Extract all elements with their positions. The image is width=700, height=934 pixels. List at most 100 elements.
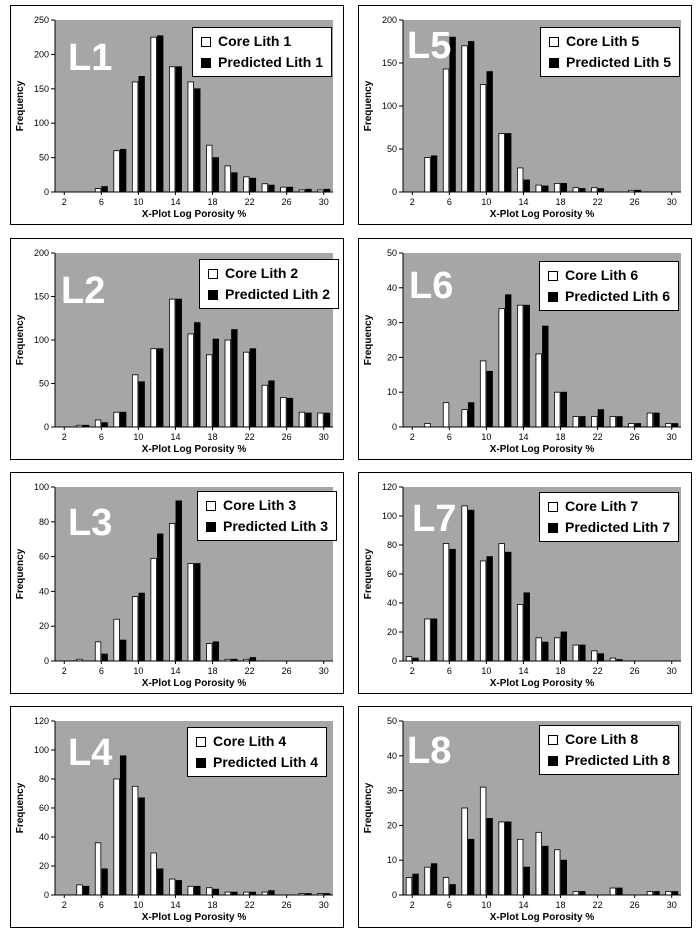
bar-core [298,411,306,428]
bar-predicted [305,412,312,428]
x-tick-label: 26 [630,197,640,207]
legend-swatch-predicted [548,755,558,766]
bar-predicted [157,348,164,428]
bar-predicted [157,868,164,896]
y-axis-label: Frequency [15,80,26,131]
legend: Core Lith 6 Predicted Lith 6 [539,261,680,311]
bar-core [243,351,250,428]
x-tick-label: 2 [62,900,67,910]
bar-core [554,637,561,662]
y-tick-label: 100 [34,482,49,492]
x-tick-label: 10 [481,432,491,442]
bar-predicted [542,641,549,662]
bar-predicted [542,185,549,193]
bar-core [94,842,102,896]
bar-predicted [101,868,108,896]
bar-core [405,656,413,662]
bar-predicted [101,653,108,662]
y-tick-label: 20 [39,621,49,631]
bar-predicted [560,182,567,193]
bar-core [591,650,598,662]
y-tick-label: 10 [387,855,397,865]
bar-predicted [119,411,127,428]
legend-label-core: Core Lith 7 [565,498,639,514]
bar-core [113,618,120,662]
histogram-panel-l6: 0 10 20 30 40 50 2 6 10 14 18 22 26 30 X-Plot Log Poro… [358,238,692,460]
bar-predicted [653,412,660,428]
x-tick-label: 10 [133,666,143,676]
bar-core [187,81,194,193]
x-tick-label: 30 [667,197,677,207]
bar-core [535,831,542,896]
histogram-panel-l4: 0 20 40 60 80 100 120 2 6 10 14 18 22 26 30 X-Plot Log … [10,706,344,928]
bar-core [206,643,213,662]
y-tick-label: 0 [44,422,49,432]
bar-core [150,348,157,428]
bar-predicted [175,66,182,193]
bar-predicted [157,533,164,662]
x-tick-label: 30 [319,197,329,207]
x-tick-label: 22 [593,666,603,676]
x-tick-label: 30 [319,666,329,676]
bar-core [187,563,194,662]
panel-label: L4 [68,732,113,774]
bar-core [442,877,450,896]
panel-label: L7 [412,498,457,540]
bar-predicted [616,416,623,428]
x-tick-label: 18 [556,432,566,442]
bar-predicted [449,548,456,662]
x-tick-label: 6 [99,432,104,442]
bar-predicted [138,381,145,428]
bar-core [498,308,505,428]
legend-label-predicted: Predicted Lith 5 [566,54,672,70]
bar-predicted [194,322,201,428]
bar-predicted [523,179,530,193]
legend-label-core: Core Lith 2 [225,265,299,281]
bar-predicted [467,838,475,896]
x-tick-label: 18 [556,197,566,207]
bar-predicted [467,41,475,193]
legend-label-predicted: Predicted Lith 7 [565,519,671,535]
bar-predicted [212,338,219,428]
bar-predicted [119,755,127,896]
x-tick-label: 26 [282,666,292,676]
bar-predicted [138,76,145,193]
x-tick-label: 6 [99,900,104,910]
panel-label: L2 [61,270,106,312]
x-tick-label: 18 [556,900,566,910]
x-tick-label: 22 [245,197,255,207]
legend-item-core: Core Lith 5 [549,31,671,52]
y-tick-label: 250 [34,15,49,25]
y-axis-label: Frequency [363,782,374,833]
bar-predicted [542,325,549,428]
x-tick-label: 6 [447,432,452,442]
bar-core [424,618,431,662]
y-tick-label: 0 [392,890,397,900]
bar-core [517,167,524,193]
bar-predicted [560,631,567,662]
bar-predicted [268,890,275,896]
x-tick-label: 26 [630,666,640,676]
x-tick-label: 2 [410,900,415,910]
bar-predicted [430,863,438,896]
bar-core [461,505,468,662]
legend-swatch-predicted [548,522,558,533]
legend-swatch-predicted [548,291,558,302]
bar-core [405,877,413,896]
bar-predicted [597,653,605,662]
x-axis-label: X-Plot Log Porosity % [490,444,595,455]
x-axis-label: X-Plot Log Porosity % [142,678,247,689]
bar-predicted [523,866,530,896]
legend-swatch-core [206,500,216,511]
bar-core [169,298,176,428]
bar-core [224,165,231,193]
bar-core [94,419,102,428]
bar-predicted [249,177,257,193]
bar-predicted [486,556,493,662]
panel-label: L6 [409,265,454,307]
bar-core [479,560,487,662]
y-tick-label: 100 [382,101,397,111]
legend-item-core: Core Lith 4 [196,731,318,752]
y-tick-label: 150 [34,292,49,302]
x-tick-label: 22 [245,900,255,910]
